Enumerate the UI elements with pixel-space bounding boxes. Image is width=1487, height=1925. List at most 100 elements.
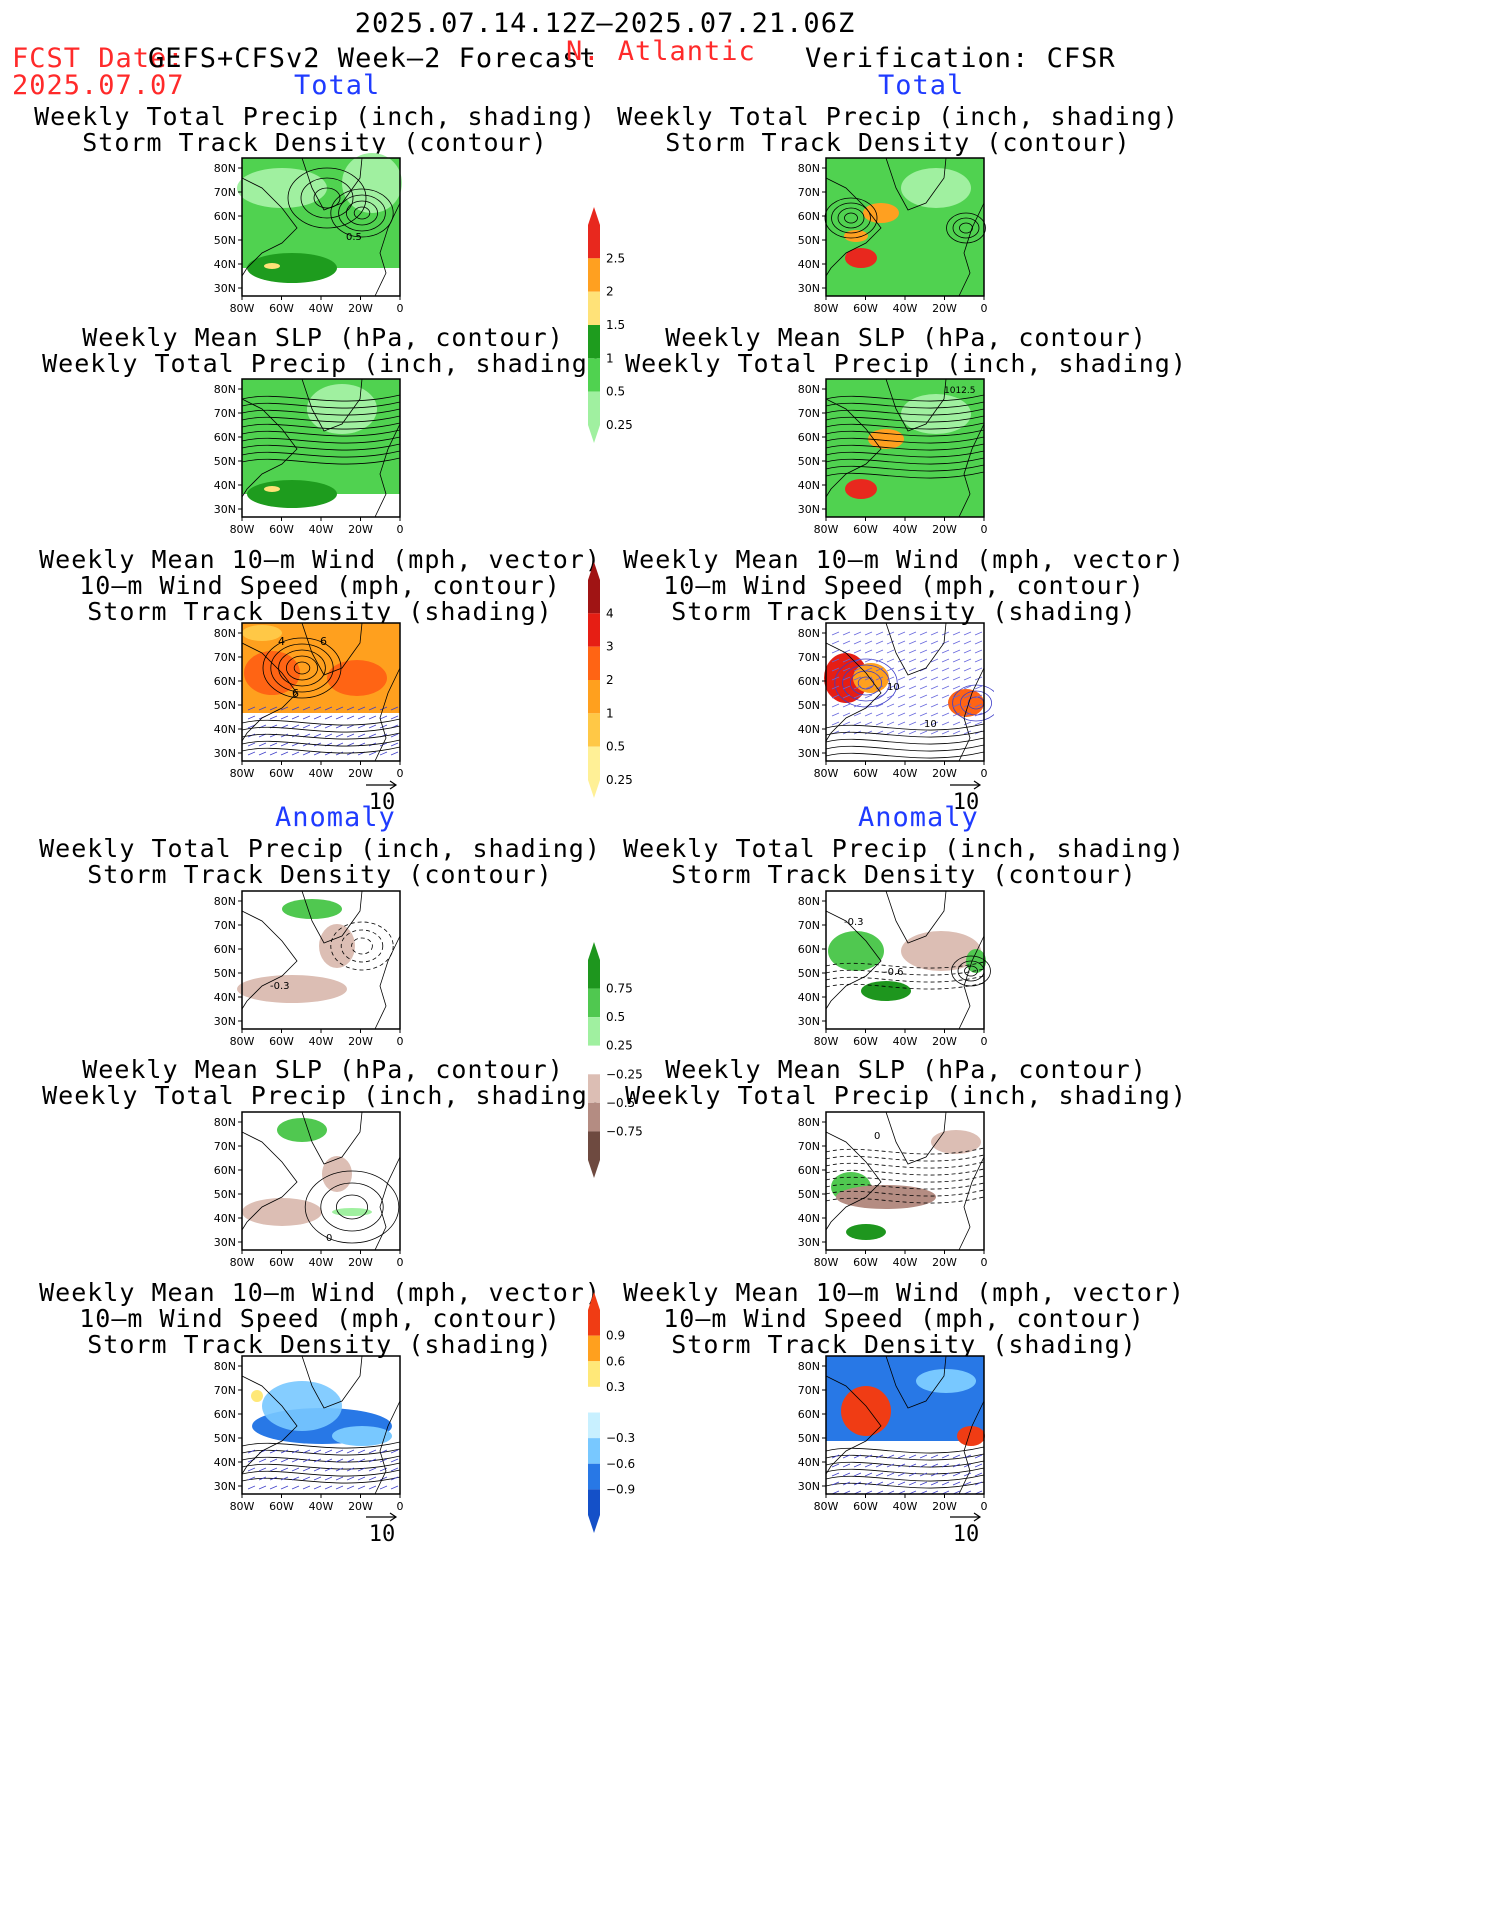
- latitude-tick-label: 30N: [798, 1015, 820, 1028]
- longitude-tick-label: 20W: [932, 523, 957, 536]
- colorbar-tick-label: 0.5: [606, 1010, 625, 1024]
- colorbar-tick-label: −0.9: [606, 1482, 635, 1496]
- longitude-tick-label: 0: [397, 302, 404, 315]
- longitude-tick-label: 0: [981, 302, 988, 315]
- colorbar-segment: [588, 960, 600, 989]
- colorbar-segment: [588, 225, 600, 259]
- latitude-tick-label: 70N: [214, 651, 236, 664]
- longitude-tick-label: 20W: [932, 1500, 957, 1513]
- latitude-tick-label: 40N: [214, 479, 236, 492]
- contour-label: 0.5: [346, 232, 362, 243]
- longitude-tick-label: 0: [981, 1500, 988, 1513]
- longitude-tick-label: 80W: [814, 1035, 839, 1048]
- latitude-tick-label: 40N: [798, 1456, 820, 1469]
- colorbar-segment: [588, 580, 600, 614]
- colorbar-segment: [588, 1386, 600, 1413]
- longitude-tick-label: 40W: [309, 1035, 334, 1048]
- latitude-tick-label: 70N: [214, 1140, 236, 1153]
- longitude-tick-label: 60W: [853, 523, 878, 536]
- longitude-tick-label: 20W: [348, 302, 373, 315]
- contour-label: 4: [278, 635, 285, 648]
- colorbar-arrow: [588, 1292, 600, 1310]
- latitude-tick-label: 30N: [798, 747, 820, 760]
- colorbar-tick-label: 2: [606, 673, 614, 687]
- longitude-tick-label: 80W: [814, 302, 839, 315]
- latitude-tick-label: 60N: [798, 431, 820, 444]
- longitude-tick-label: 40W: [893, 767, 918, 780]
- verification-label: Verification: CFSR: [805, 43, 1116, 74]
- fcst-date: 2025.07.07: [12, 70, 185, 101]
- colorbar-tick-label: 0.75: [606, 982, 633, 996]
- longitude-tick-label: 60W: [853, 1256, 878, 1269]
- latitude-tick-label: 50N: [214, 967, 236, 980]
- panel-title: Weekly Mean SLP (hPa, contour) Weekly Tot…: [625, 323, 1187, 378]
- colorbar-arrow: [588, 425, 600, 443]
- colorbar-segment: [588, 680, 600, 714]
- panel-title: Weekly Total Precip (inch, shading) Storm…: [623, 834, 1185, 889]
- latitude-tick-label: 80N: [214, 1116, 236, 1129]
- latitude-tick-label: 40N: [214, 1456, 236, 1469]
- longitude-tick-label: 40W: [893, 1035, 918, 1048]
- colorbar-segment: [588, 291, 600, 325]
- colorbar-arrow: [588, 207, 600, 225]
- contour-label: 0: [326, 1233, 332, 1244]
- latitude-tick-label: 50N: [798, 699, 820, 712]
- colorbar-segment: [588, 391, 600, 425]
- latitude-tick-label: 30N: [214, 1015, 236, 1028]
- colorbar-segment: [588, 1412, 600, 1439]
- longitude-tick-label: 60W: [853, 302, 878, 315]
- colorbar-arrow: [588, 942, 600, 960]
- map-forecast-total-slp: 80N 70N 60N 50N 40N 30N 80W 60W 40W 20W 0: [214, 378, 404, 536]
- longitude-tick-label: 20W: [348, 1035, 373, 1048]
- latitude-tick-label: 60N: [798, 1164, 820, 1177]
- latitude-tick-label: 40N: [798, 723, 820, 736]
- latitude-tick-label: 40N: [798, 479, 820, 492]
- longitude-tick-label: 0: [981, 1256, 988, 1269]
- colorbar-tick-label: 2: [606, 285, 614, 299]
- latitude-tick-label: 70N: [214, 407, 236, 420]
- longitude-tick-label: 60W: [269, 1500, 294, 1513]
- latitude-tick-label: 30N: [798, 1236, 820, 1249]
- longitude-tick-label: 0: [981, 767, 988, 780]
- latitude-tick-label: 50N: [214, 234, 236, 247]
- latitude-tick-label: 70N: [798, 186, 820, 199]
- latitude-tick-label: 70N: [798, 651, 820, 664]
- colorbar-tick-label: 0.25: [606, 418, 633, 432]
- longitude-tick-label: 80W: [230, 302, 255, 315]
- latitude-tick-label: 40N: [798, 991, 820, 1004]
- colorbar-segment: [588, 1310, 600, 1336]
- latitude-tick-label: 70N: [798, 1384, 820, 1397]
- colorbar-segment: [588, 1045, 600, 1075]
- map-forecast-total-precip: 0.5 80N 70N 60N 50N 40N 30N 80W 60W 40W 20W 0: [214, 153, 404, 315]
- latitude-tick-label: 60N: [798, 1408, 820, 1421]
- latitude-tick-label: 80N: [798, 162, 820, 175]
- colorbar-tick-label: −0.6: [606, 1457, 635, 1471]
- colorbar-arrow: [588, 1160, 600, 1178]
- colorbar-tick-label: 1.5: [606, 318, 625, 332]
- latitude-tick-label: 50N: [798, 1188, 820, 1201]
- longitude-tick-label: 40W: [893, 1500, 918, 1513]
- colorbar-storm-density-total: 4 3 2 1 0.5 0.25: [588, 562, 633, 798]
- colorbar-tick-label: 0.5: [606, 740, 625, 754]
- map-verification-total-slp: 1012.5 80N 70N 60N 50N 40N 30N 80W 60W 40W 20W 0: [798, 378, 988, 536]
- colorbar-precip-anomaly: 0.75 0.5 0.25 −0.25 −0.5 −0.75: [588, 942, 643, 1178]
- colorbar-segment: [588, 1335, 600, 1362]
- colorbar-tick-label: 3: [606, 640, 614, 654]
- colorbar-tick-label: 4: [606, 606, 614, 620]
- colorbar-segment: [588, 713, 600, 747]
- latitude-tick-label: 60N: [798, 943, 820, 956]
- latitude-tick-label: 80N: [798, 1360, 820, 1373]
- panel-title: Weekly Total Precip (inch, shading) Storm…: [34, 102, 596, 157]
- colorbar-segment: [588, 1489, 600, 1515]
- section-total-left: Total: [294, 70, 381, 101]
- colorbar-tick-label: 0.5: [606, 385, 625, 399]
- latitude-tick-label: 70N: [798, 1140, 820, 1153]
- longitude-tick-label: 20W: [932, 302, 957, 315]
- latitude-tick-label: 30N: [214, 747, 236, 760]
- contour-label: 0: [874, 1131, 880, 1142]
- latitude-tick-label: 80N: [214, 627, 236, 640]
- colorbar-tick-label: −0.25: [606, 1067, 643, 1081]
- panel-title: Weekly Mean 10–m Wind (mph, vector) 10–m …: [39, 1278, 601, 1359]
- latitude-tick-label: 50N: [214, 1188, 236, 1201]
- longitude-tick-label: 20W: [348, 523, 373, 536]
